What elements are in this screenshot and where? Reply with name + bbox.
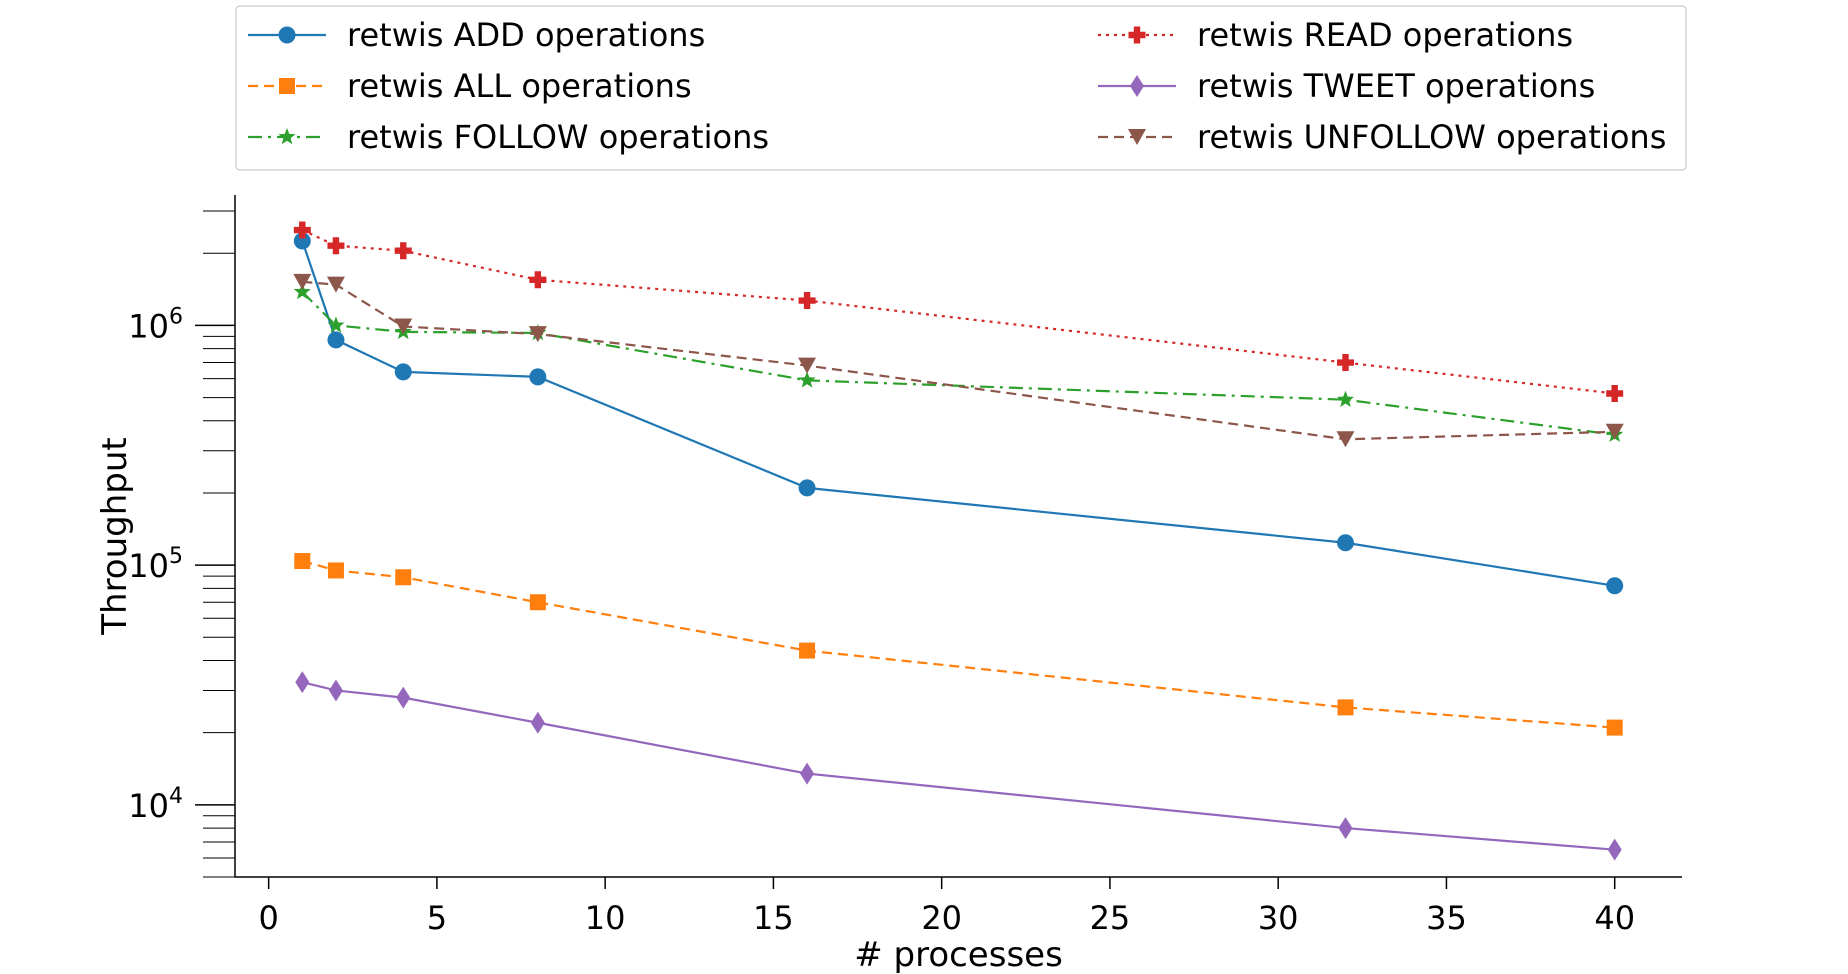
series-line bbox=[302, 559, 1615, 729]
marker-plus bbox=[798, 292, 816, 310]
marker-triangle bbox=[293, 273, 312, 290]
x-tick-label: 35 bbox=[1426, 899, 1467, 937]
marker-plus bbox=[1336, 354, 1354, 372]
marker-plus bbox=[327, 237, 345, 255]
x-tick-label: 15 bbox=[753, 899, 794, 937]
y-tick-label: 106 bbox=[128, 304, 183, 345]
legend-item: retwis ALL operations bbox=[248, 67, 692, 105]
y-ticks: 104 105 106 bbox=[128, 210, 235, 878]
marker-star bbox=[327, 316, 345, 333]
legend-label: retwis UNFOLLOW operations bbox=[1197, 118, 1666, 156]
marker-diamond bbox=[328, 679, 343, 702]
x-tick-label: 25 bbox=[1090, 899, 1131, 937]
legend-label: retwis ALL operations bbox=[347, 67, 692, 105]
marker-plus bbox=[1606, 384, 1624, 402]
series-1 bbox=[294, 553, 1623, 736]
y-axis-label: Throughput bbox=[95, 437, 135, 636]
marker-triangle bbox=[326, 276, 345, 293]
marker-plus bbox=[394, 242, 412, 260]
x-tick-label: 40 bbox=[1594, 899, 1635, 937]
marker-triangle bbox=[1605, 423, 1624, 440]
x-tick-label: 0 bbox=[258, 899, 278, 937]
legend-item: retwis FOLLOW operations bbox=[248, 118, 769, 156]
marker-diamond bbox=[1607, 838, 1622, 861]
series-line bbox=[302, 280, 1615, 441]
marker-square bbox=[1337, 699, 1354, 716]
marker-triangle bbox=[798, 357, 817, 374]
legend-label: retwis READ operations bbox=[1197, 16, 1573, 54]
x-axis-label: # processes bbox=[854, 935, 1063, 974]
marker-square bbox=[327, 562, 344, 579]
marker-triangle bbox=[1336, 431, 1355, 448]
marker-triangle bbox=[528, 326, 547, 343]
x-ticks: 0 5 10 15 20 25 30 35 40 bbox=[258, 877, 1635, 937]
legend-item: retwis READ operations bbox=[1098, 16, 1573, 54]
series-0 bbox=[293, 232, 1624, 595]
marker-circle bbox=[278, 26, 296, 44]
marker-circle bbox=[1606, 577, 1624, 595]
marker-square bbox=[279, 78, 295, 94]
marker-diamond bbox=[396, 686, 411, 709]
legend-label: retwis TWEET operations bbox=[1197, 67, 1595, 105]
marker-plus bbox=[293, 221, 311, 239]
series-line bbox=[301, 240, 1615, 587]
series-5 bbox=[293, 273, 1624, 448]
marker-square bbox=[1606, 719, 1623, 736]
series-line bbox=[301, 229, 1615, 395]
y-tick-label: 104 bbox=[128, 784, 183, 825]
legend-item: retwis TWEET operations bbox=[1098, 67, 1595, 105]
x-tick-label: 30 bbox=[1258, 899, 1299, 937]
series-line bbox=[301, 291, 1615, 436]
marker-triangle bbox=[394, 318, 413, 335]
marker-circle bbox=[394, 363, 412, 381]
x-tick-label: 5 bbox=[427, 899, 447, 937]
marker-square bbox=[529, 594, 546, 611]
legend-item: retwis UNFOLLOW operations bbox=[1098, 118, 1666, 156]
y-tick-label: 105 bbox=[128, 544, 183, 585]
series-4 bbox=[295, 671, 1622, 861]
x-tick-label: 10 bbox=[585, 899, 626, 937]
marker-diamond bbox=[295, 671, 310, 694]
marker-square bbox=[395, 569, 412, 586]
marker-circle bbox=[327, 331, 345, 349]
marker-plus bbox=[529, 271, 547, 289]
marker-circle bbox=[1336, 534, 1354, 552]
marker-star bbox=[278, 128, 296, 145]
marker-triangle bbox=[1128, 129, 1146, 145]
marker-star bbox=[798, 371, 816, 388]
legend-item: retwis ADD operations bbox=[248, 16, 705, 54]
legend: retwis ADD operations retwis ALL operatio… bbox=[235, 5, 1687, 171]
series-line bbox=[302, 681, 1615, 851]
marker-star bbox=[293, 282, 311, 300]
axes: 0 5 10 15 20 25 30 35 40 104 105 106 # processes T… bbox=[95, 195, 1682, 974]
marker-diamond bbox=[800, 762, 815, 785]
marker-circle bbox=[293, 232, 311, 250]
series-2 bbox=[293, 282, 1624, 442]
marker-diamond bbox=[530, 711, 545, 734]
series-3 bbox=[293, 221, 1624, 402]
marker-square bbox=[294, 553, 311, 570]
legend-label: retwis ADD operations bbox=[347, 16, 705, 54]
marker-diamond bbox=[1130, 75, 1144, 97]
legend-frame bbox=[235, 5, 1687, 171]
marker-circle bbox=[798, 479, 816, 497]
marker-plus bbox=[1128, 26, 1146, 44]
x-tick-label: 20 bbox=[921, 899, 962, 937]
marker-diamond bbox=[1338, 817, 1353, 840]
plot-area bbox=[293, 221, 1624, 861]
marker-square bbox=[799, 642, 816, 659]
marker-circle bbox=[529, 368, 547, 386]
legend-label: retwis FOLLOW operations bbox=[347, 118, 769, 156]
marker-star bbox=[1336, 390, 1355, 407]
